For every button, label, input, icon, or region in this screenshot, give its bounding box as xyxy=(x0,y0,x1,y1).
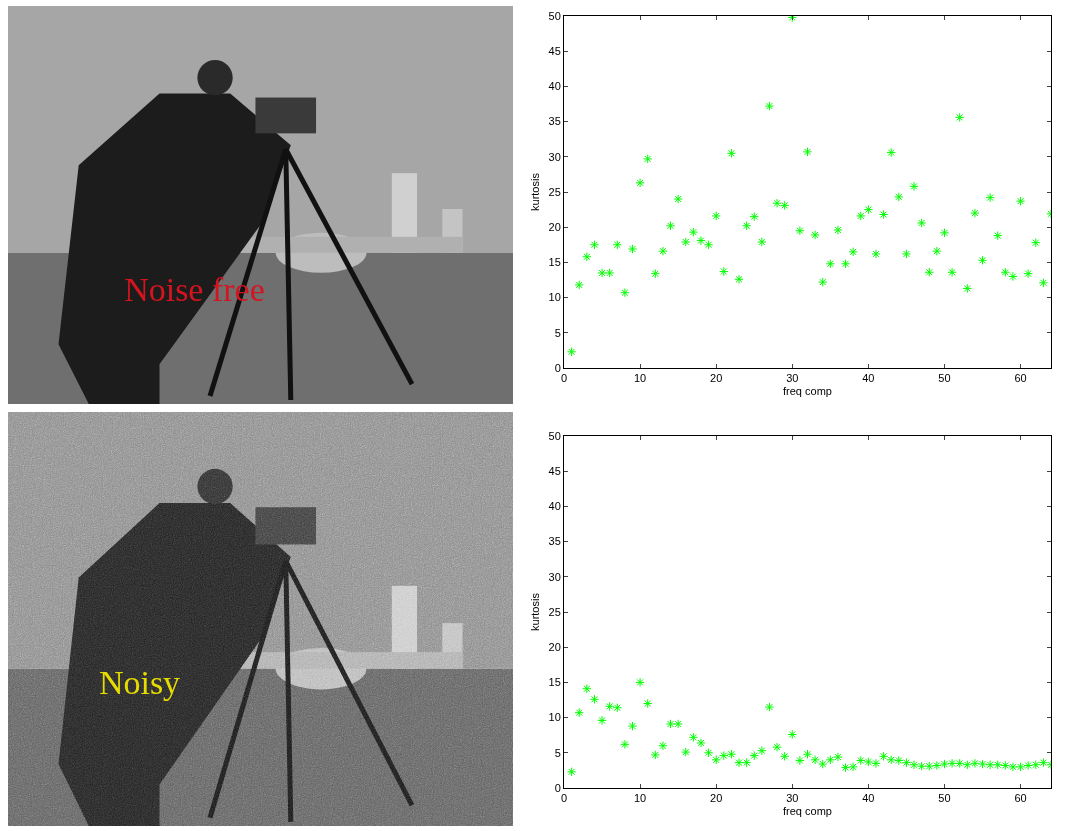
svg-text:50: 50 xyxy=(549,10,561,22)
svg-text:30: 30 xyxy=(549,571,561,583)
svg-text:25: 25 xyxy=(549,186,561,198)
svg-text:30: 30 xyxy=(549,151,561,163)
svg-text:40: 40 xyxy=(549,500,561,512)
svg-text:15: 15 xyxy=(549,676,561,688)
svg-text:20: 20 xyxy=(710,372,722,384)
svg-text:50: 50 xyxy=(938,372,950,384)
svg-text:freq comp: freq comp xyxy=(783,385,832,397)
svg-text:10: 10 xyxy=(634,372,646,384)
svg-text:15: 15 xyxy=(549,256,561,268)
svg-text:35: 35 xyxy=(549,535,561,547)
svg-text:freq comp: freq comp xyxy=(783,805,832,817)
svg-text:10: 10 xyxy=(549,711,561,723)
svg-text:5: 5 xyxy=(555,327,561,339)
svg-text:30: 30 xyxy=(786,372,798,384)
svg-text:35: 35 xyxy=(549,115,561,127)
svg-text:Noise free: Noise free xyxy=(124,271,265,308)
svg-text:25: 25 xyxy=(549,606,561,618)
svg-text:0: 0 xyxy=(555,782,561,794)
svg-text:5: 5 xyxy=(555,747,561,759)
svg-text:50: 50 xyxy=(938,792,950,804)
svg-text:45: 45 xyxy=(549,465,561,477)
svg-text:0: 0 xyxy=(555,362,561,374)
svg-text:60: 60 xyxy=(1014,792,1026,804)
svg-text:40: 40 xyxy=(549,80,561,92)
svg-text:0: 0 xyxy=(561,372,567,384)
svg-text:50: 50 xyxy=(549,430,561,442)
svg-text:30: 30 xyxy=(786,792,798,804)
svg-text:kurtosis: kurtosis xyxy=(529,593,541,631)
svg-text:20: 20 xyxy=(549,221,561,233)
svg-text:10: 10 xyxy=(549,291,561,303)
svg-text:40: 40 xyxy=(862,372,874,384)
svg-text:Noisy: Noisy xyxy=(99,664,180,701)
svg-text:kurtosis: kurtosis xyxy=(529,173,541,211)
svg-text:60: 60 xyxy=(1014,372,1026,384)
svg-text:10: 10 xyxy=(634,792,646,804)
svg-text:0: 0 xyxy=(561,792,567,804)
svg-text:40: 40 xyxy=(862,792,874,804)
svg-text:20: 20 xyxy=(710,792,722,804)
svg-text:20: 20 xyxy=(549,641,561,653)
svg-text:45: 45 xyxy=(549,45,561,57)
